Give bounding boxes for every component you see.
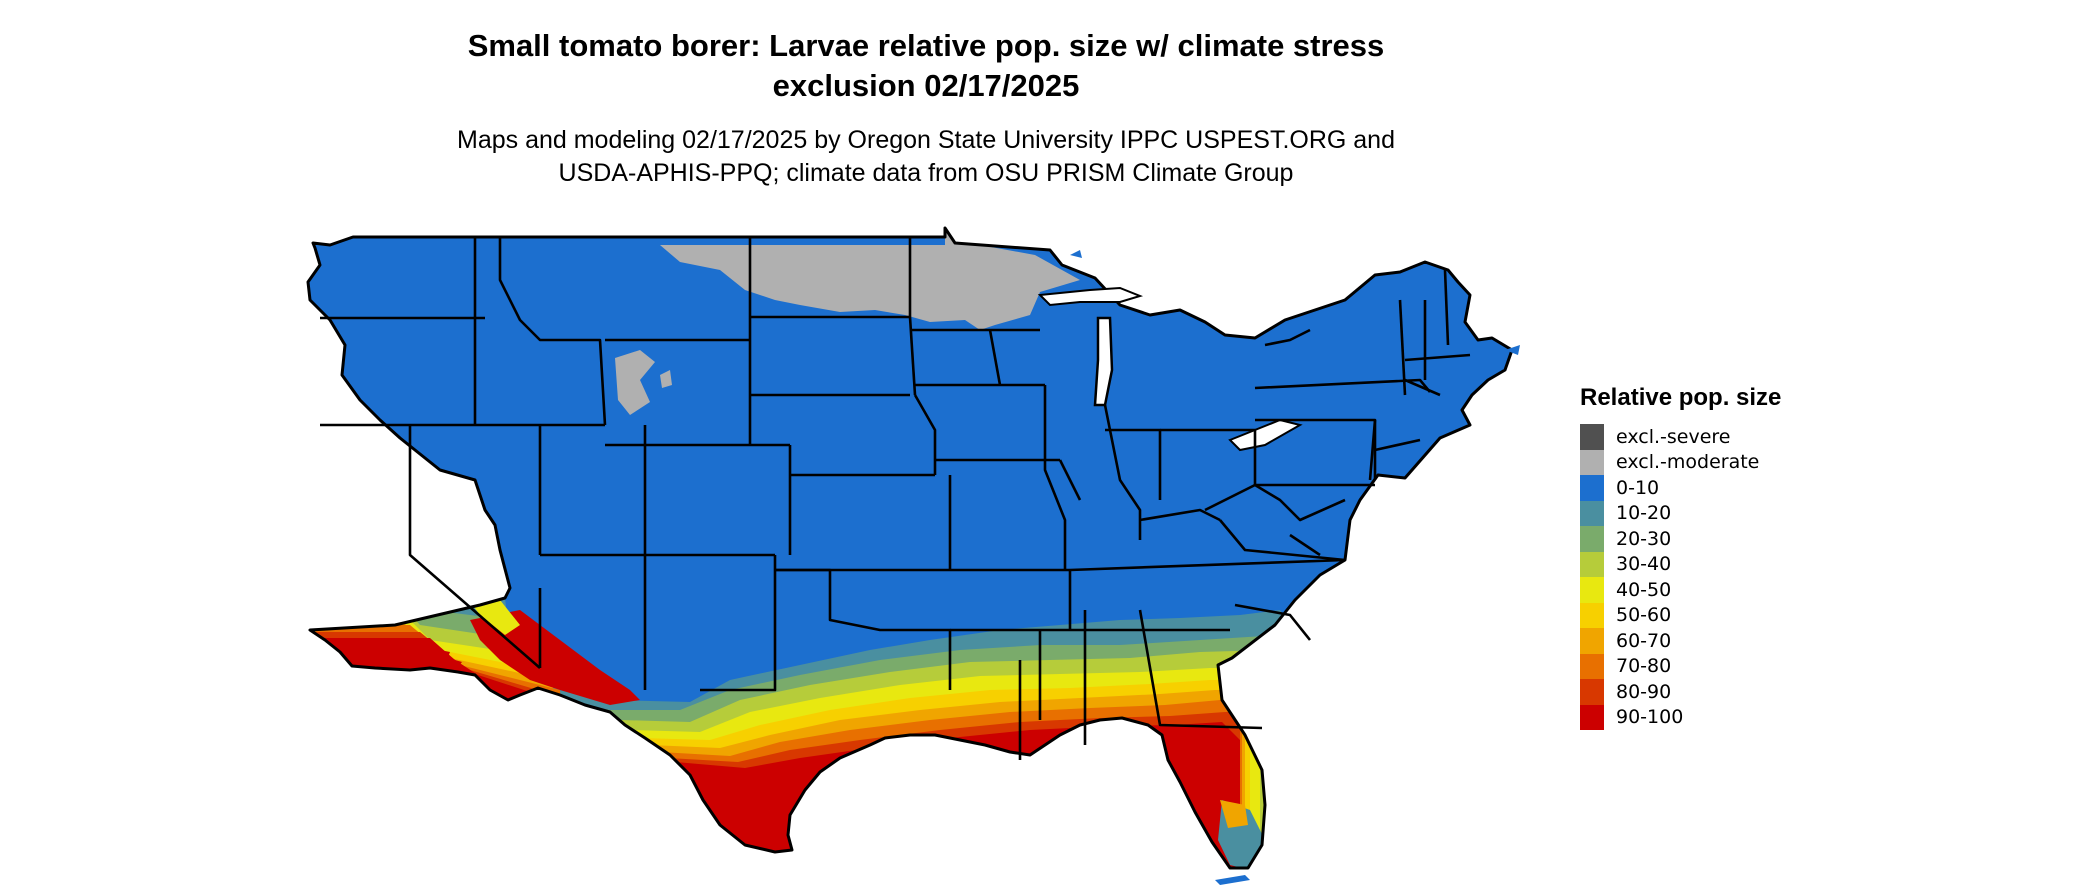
legend-swatch [1580, 551, 1604, 577]
legend-swatch [1580, 526, 1604, 552]
legend-item: 70-80 [1580, 653, 1781, 679]
legend-label: 50-60 [1616, 604, 1672, 627]
legend-item: 10-20 [1580, 500, 1781, 526]
legend-label: excl.-severe [1616, 425, 1731, 448]
legend-swatch [1580, 679, 1604, 705]
state-borders [320, 237, 1471, 760]
map-title-line-1: Small tomato borer: Larvae relative pop.… [467, 28, 1385, 63]
legend-swatch [1580, 475, 1604, 501]
legend-item: 50-60 [1580, 602, 1781, 628]
map-title-line-2: exclusion 02/17/2025 [772, 68, 1080, 103]
legend-label: 40-50 [1616, 578, 1672, 601]
legend-swatch [1580, 449, 1604, 475]
map-title: Small tomato borer: Larvae relative pop.… [0, 26, 1852, 106]
map-subtitle: Maps and modeling 02/17/2025 by Oregon S… [0, 124, 1852, 190]
legend-label: excl.-moderate [1616, 451, 1760, 474]
legend-label: 20-30 [1616, 527, 1672, 550]
legend-item: 20-30 [1580, 526, 1781, 552]
legend-item: 80-90 [1580, 679, 1781, 705]
legend-title: Relative pop. size [1580, 384, 1782, 411]
legend-item: 90-100 [1580, 704, 1781, 730]
legend-swatch [1580, 602, 1604, 628]
legend-swatch [1580, 628, 1604, 654]
legend-item: 60-70 [1580, 628, 1781, 654]
legend: Relative pop. size excl.-severe excl.-mod… [1580, 384, 1781, 730]
legend-items: excl.-severe excl.-moderate 0-10 10-20 20-30… [1580, 424, 1781, 730]
map-subtitle-line-2: USDA-APHIS-PPQ; climate data from OSU PR… [558, 159, 1294, 187]
legend-item: 0-10 [1580, 475, 1781, 501]
legend-swatch [1580, 500, 1604, 526]
legend-swatch [1580, 577, 1604, 603]
legend-label: 60-70 [1616, 629, 1672, 652]
legend-label: 0-10 [1616, 476, 1660, 499]
legend-swatch [1580, 424, 1604, 450]
map-subtitle-line-1: Maps and modeling 02/17/2025 by Oregon S… [457, 126, 1395, 154]
legend-item: excl.-moderate [1580, 449, 1781, 475]
legend-swatch [1580, 653, 1604, 679]
legend-swatch [1580, 704, 1604, 730]
legend-item: excl.-severe [1580, 424, 1781, 450]
legend-label: 90-100 [1616, 706, 1684, 729]
legend-item: 40-50 [1580, 577, 1781, 603]
legend-label: 30-40 [1616, 553, 1672, 576]
legend-label: 70-80 [1616, 655, 1672, 678]
legend-item: 30-40 [1580, 551, 1781, 577]
legend-label: 10-20 [1616, 502, 1672, 525]
legend-label: 80-90 [1616, 680, 1672, 703]
